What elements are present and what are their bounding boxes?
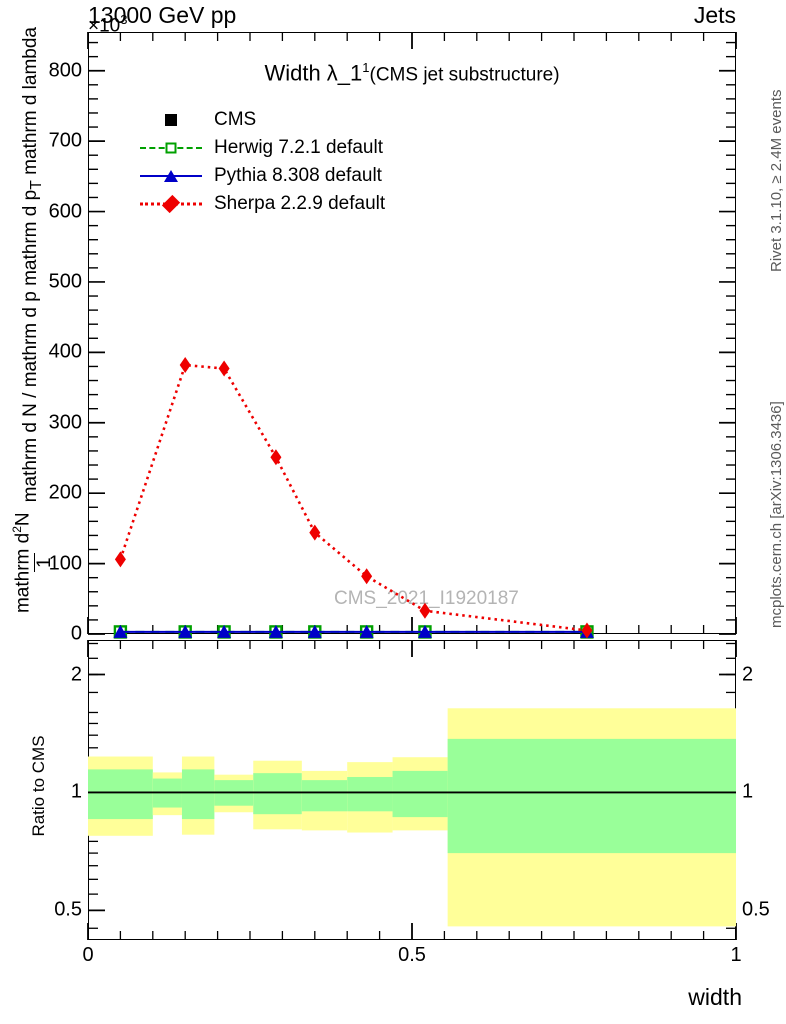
x-axis-title: width [688,984,742,1010]
ratio-y-tick-label-right: 2 [742,663,786,698]
legend-key-triangle-filled [140,165,202,187]
legend-marker-icon [165,142,177,154]
legend-label: Sherpa 2.2.9 default [214,193,386,214]
ratio-y-tick-value: 0.5 [742,898,770,921]
data-point-marker [359,624,374,638]
legend-entry[interactable]: CMS [140,106,385,134]
ratio-y-tick-value: 1 [70,780,82,803]
beam-energy-label: 13000 GeV pp [88,2,237,28]
ratio-y-tick-label-right: 0.5 [742,899,786,933]
legend-entry[interactable]: Sherpa 2.2.9 default [140,190,385,218]
ratio-inner-band [392,770,448,818]
legend-entry[interactable]: Pythia 8.308 default [140,162,385,190]
data-point-marker [417,624,432,638]
analysis-id-watermark: CMS_2021_I1920187 [334,588,519,609]
y-axis-tick-label: 700 [4,130,82,164]
ratio-inner-band [88,769,153,820]
process-label: Jets [693,2,736,28]
data-point-marker [309,524,321,541]
plot-title: Width λ_11(CMS jet substructure) [88,60,736,86]
y-axis-exponent-multiplier: ×103 [88,12,127,37]
ratio-y-tick-label-right: 1 [742,781,786,815]
legend-marker-icon [164,170,178,182]
legend-label: CMS [214,109,257,130]
legend-label: Pythia 8.308 default [214,165,382,186]
data-point-marker [114,551,126,568]
data-point-marker [268,624,283,638]
ratio-y-tick-label-left: 0.5 [4,899,82,933]
data-point-marker [179,357,191,374]
plot-title-main: Width λ_1 [264,60,363,86]
ratio-inner-band [301,780,348,812]
ratio-y-tick-value: 2 [742,663,754,686]
legend-entry[interactable]: Herwig 7.2.1 default [140,134,385,162]
x-axis-tick-label: 0 [82,944,94,966]
y-axis-tick-label: 200 [4,482,82,516]
y-axis-tick-label: 500 [4,270,82,305]
y-axis-tick-value: 100 [48,552,82,575]
y-axis-tick-label: 400 [4,341,82,375]
data-point-marker [178,624,193,638]
plot-title-sup: 1 [362,60,370,75]
data-point-marker [270,449,282,466]
legend-key-square-open [140,137,202,159]
ratio-inner-band [447,738,736,854]
x-axis-tick-label: 1 [730,944,742,966]
data-point-marker [307,624,322,638]
y-axis-tick-value: 300 [48,411,82,434]
ratio-y-tick-label-left: 1 [4,781,82,815]
ratio-y-tick-value: 2 [70,663,82,686]
y-axis-tick-value: 700 [48,129,82,152]
ratio-inner-band [253,773,302,815]
legend-key-square-filled [140,109,202,131]
legend: CMS Herwig 7.2.1 default Pythia 8.308 defa… [140,106,385,218]
y-axis-tick-value: 500 [48,270,82,293]
y-axis-tick-value: 200 [48,481,82,504]
exponent-power: 3 [120,12,128,27]
data-point-marker [218,360,230,377]
data-point-marker [419,602,431,619]
plot-title-paren: (CMS jet substructure) [369,64,560,86]
y-axis-tick-value: 600 [48,200,82,223]
y-axis-tick-label: 600 [4,200,82,235]
y-axis-tick-label: 100 [4,552,82,587]
legend-marker-icon [165,114,177,126]
y-axis-tick-value: 400 [48,340,82,363]
ratio-inner-band [347,776,393,812]
data-point-marker [581,622,593,639]
ratio-y-tick-label-left: 2 [4,663,82,698]
x-axis-tick-label: 0.5 [398,944,426,966]
exponent-prefix: ×10 [88,15,121,37]
y-axis-tick-label: 0 [4,623,82,657]
legend-label: Herwig 7.2.1 default [214,137,383,158]
y-axis-tick-label: 300 [4,411,82,446]
data-point-marker [361,568,373,585]
ratio-y-tick-value: 1 [742,780,754,803]
ratio-inner-band [181,769,215,820]
y-axis-tick-label: 800 [4,59,82,94]
y-axis-tick-value: 800 [48,59,82,82]
data-point-marker [113,624,128,638]
data-point-marker [217,624,232,638]
legend-key-diamond-filled [140,193,202,215]
y-axis-tick-value: 0 [70,622,82,645]
ratio-y-tick-value: 0.5 [54,898,82,921]
